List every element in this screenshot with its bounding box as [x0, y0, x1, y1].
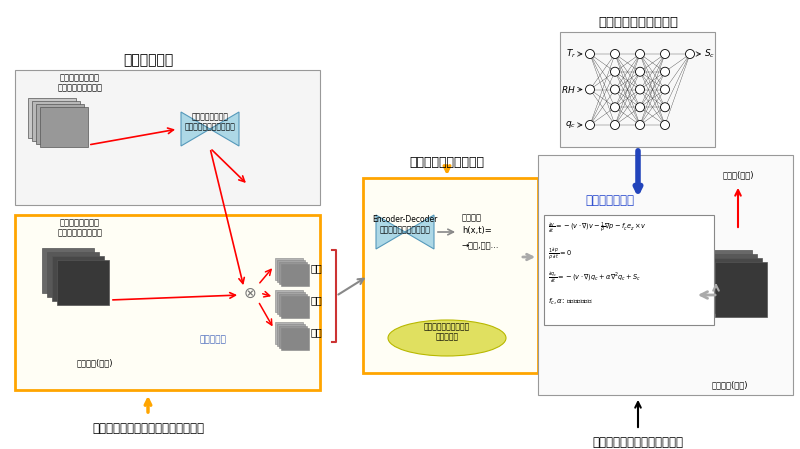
Circle shape	[661, 85, 670, 94]
Bar	[42, 248, 94, 293]
Polygon shape	[376, 215, 405, 249]
Polygon shape	[405, 215, 434, 249]
Bar	[715, 262, 767, 317]
Bar	[28, 98, 76, 138]
Bar	[40, 107, 88, 147]
Bar	[279, 262, 307, 284]
Text: 雲の厚さ(推定): 雲の厚さ(推定)	[77, 358, 114, 367]
Circle shape	[635, 67, 645, 76]
Bar	[275, 290, 303, 312]
Circle shape	[586, 49, 594, 58]
Bar	[47, 252, 99, 297]
Text: 下層: 下層	[310, 327, 322, 337]
Text: →風速,気圧...: →風速,気圧...	[462, 242, 499, 251]
Polygon shape	[181, 112, 210, 146]
Circle shape	[586, 120, 594, 129]
Bar	[57, 260, 109, 305]
Ellipse shape	[388, 320, 506, 356]
Circle shape	[661, 49, 670, 58]
Bar	[277, 292, 305, 314]
Bar	[275, 258, 303, 280]
Text: 可視及び赤外画像
（最新の衛星観測）: 可視及び赤外画像 （最新の衛星観測）	[58, 218, 102, 238]
Circle shape	[610, 103, 619, 112]
Bar	[275, 322, 303, 344]
Text: $\frac{\partial v}{\partial t}=-(v\cdot\nabla)v-\frac{1}{\rho}\nabla p-f_ce_z\ti: $\frac{\partial v}{\partial t}=-(v\cdot\…	[548, 220, 647, 235]
Text: 大気力学に関する潜在
変数を推定: 大気力学に関する潜在 変数を推定	[424, 322, 470, 342]
Text: 気圧場・風速場の推定: 気圧場・風速場の推定	[410, 157, 485, 170]
Bar	[281, 296, 309, 318]
Text: 雲力学の方程式: 雲力学の方程式	[586, 194, 634, 207]
Bar	[279, 326, 307, 348]
Text: $\frac{1}{\bar{\rho}}\frac{\partial p}{\partial t}=0$: $\frac{1}{\bar{\rho}}\frac{\partial p}{\…	[548, 247, 572, 262]
Text: 次の時刻の日射量の予測計算: 次の時刻の日射量の予測計算	[593, 436, 683, 449]
Text: 潜在変数: 潜在変数	[462, 214, 482, 223]
Circle shape	[661, 120, 670, 129]
Circle shape	[610, 85, 619, 94]
Text: 可視及び赤外画像
（最新の衛星観測）: 可視及び赤外画像 （最新の衛星観測）	[58, 73, 102, 92]
Bar	[281, 328, 309, 350]
Text: $T_r$: $T_r$	[566, 48, 576, 60]
Circle shape	[635, 120, 645, 129]
Text: h(x,t)=: h(x,t)=	[462, 225, 492, 234]
Circle shape	[610, 67, 619, 76]
Text: $\frac{\partial q_c}{\partial t}=-(v\cdot\nabla)q_c+\alpha\nabla^2 q_c+S_c$: $\frac{\partial q_c}{\partial t}=-(v\cdo…	[548, 271, 642, 285]
Bar	[279, 294, 307, 316]
Text: 鉛直層分離モデル
（ディープラーニング）: 鉛直層分離モデル （ディープラーニング）	[185, 112, 235, 132]
Bar	[52, 256, 104, 301]
Text: 鉛直層分離: 鉛直層分離	[199, 335, 226, 344]
Bar	[560, 32, 715, 147]
Circle shape	[635, 85, 645, 94]
Bar	[277, 324, 305, 346]
Bar	[15, 215, 320, 390]
Circle shape	[610, 120, 619, 129]
Bar	[705, 254, 757, 309]
Text: $q_c$: $q_c$	[565, 119, 576, 131]
Text: Encoder-Decoder
（ディープラーニング）: Encoder-Decoder （ディープラーニング）	[372, 216, 438, 235]
Bar	[544, 215, 714, 325]
Circle shape	[635, 103, 645, 112]
Circle shape	[661, 67, 670, 76]
Text: 雲の生成・消滅の計算: 雲の生成・消滅の計算	[598, 16, 678, 28]
Text: 気象衛星画像を用いた日射量の推定: 気象衛星画像を用いた日射量の推定	[92, 422, 204, 435]
Text: $f_c,\alpha$: 学習パラメータ: $f_c,\alpha$: 学習パラメータ	[548, 297, 593, 307]
Bar	[32, 101, 80, 141]
Bar	[700, 250, 752, 305]
Circle shape	[586, 85, 594, 94]
Circle shape	[661, 103, 670, 112]
Bar	[538, 155, 793, 395]
Text: ⊗: ⊗	[244, 286, 256, 300]
Bar	[363, 178, 538, 373]
Bar	[710, 258, 762, 313]
Bar	[277, 260, 305, 282]
Text: 雲の厚さ(予測): 雲の厚さ(予測)	[712, 380, 748, 389]
Text: $S_c$: $S_c$	[704, 48, 715, 60]
Bar	[15, 70, 320, 205]
Circle shape	[686, 49, 694, 58]
Circle shape	[610, 49, 619, 58]
Circle shape	[635, 49, 645, 58]
Text: 中層: 中層	[310, 295, 322, 305]
Text: $RH$: $RH$	[562, 84, 576, 95]
Polygon shape	[210, 112, 239, 146]
Text: 上層: 上層	[310, 263, 322, 273]
Text: 鉛直層の分離: 鉛直層の分離	[123, 53, 173, 67]
Bar	[36, 104, 84, 144]
Bar	[281, 264, 309, 286]
Text: 日射量(予測): 日射量(予測)	[722, 171, 754, 180]
